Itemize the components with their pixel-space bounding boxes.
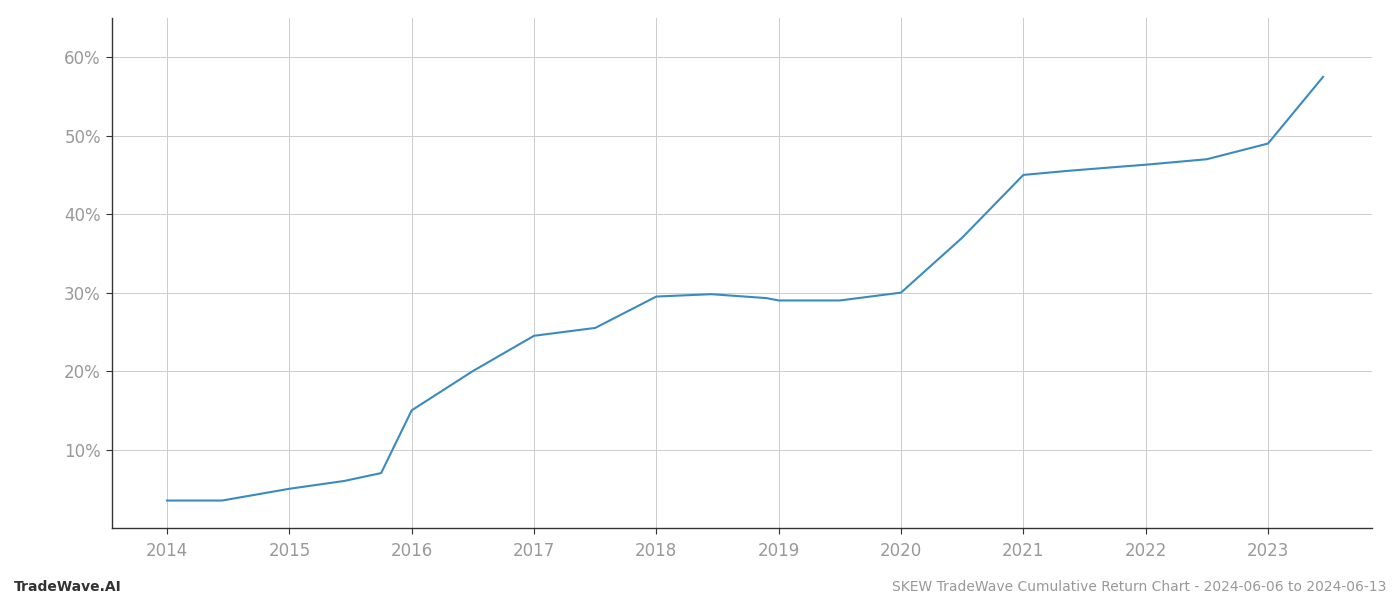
Text: SKEW TradeWave Cumulative Return Chart - 2024-06-06 to 2024-06-13: SKEW TradeWave Cumulative Return Chart -… xyxy=(892,580,1386,594)
Text: TradeWave.AI: TradeWave.AI xyxy=(14,580,122,594)
